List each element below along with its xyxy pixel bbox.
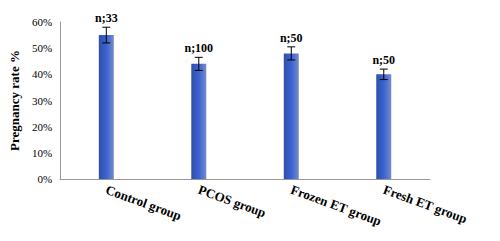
- svg-text:60%: 60%: [32, 16, 52, 28]
- svg-text:n;33: n;33: [95, 11, 118, 25]
- svg-text:30%: 30%: [32, 95, 52, 107]
- svg-text:n;50: n;50: [280, 31, 303, 45]
- svg-text:50%: 50%: [32, 42, 52, 54]
- svg-text:40%: 40%: [32, 68, 52, 80]
- svg-text:n;100: n;100: [184, 41, 213, 55]
- svg-text:Frozen ET group: Frozen ET group: [289, 182, 384, 229]
- svg-text:n;50: n;50: [372, 53, 395, 67]
- svg-text:Pregnancy rate %: Pregnancy rate %: [7, 50, 22, 151]
- svg-text:Fresh ET group: Fresh ET group: [381, 182, 469, 226]
- svg-text:20%: 20%: [32, 121, 52, 133]
- svg-text:10%: 10%: [32, 147, 52, 159]
- svg-text:Control group: Control group: [104, 182, 184, 223]
- svg-text:PCOS group: PCOS group: [196, 182, 268, 220]
- svg-text:0%: 0%: [37, 173, 52, 185]
